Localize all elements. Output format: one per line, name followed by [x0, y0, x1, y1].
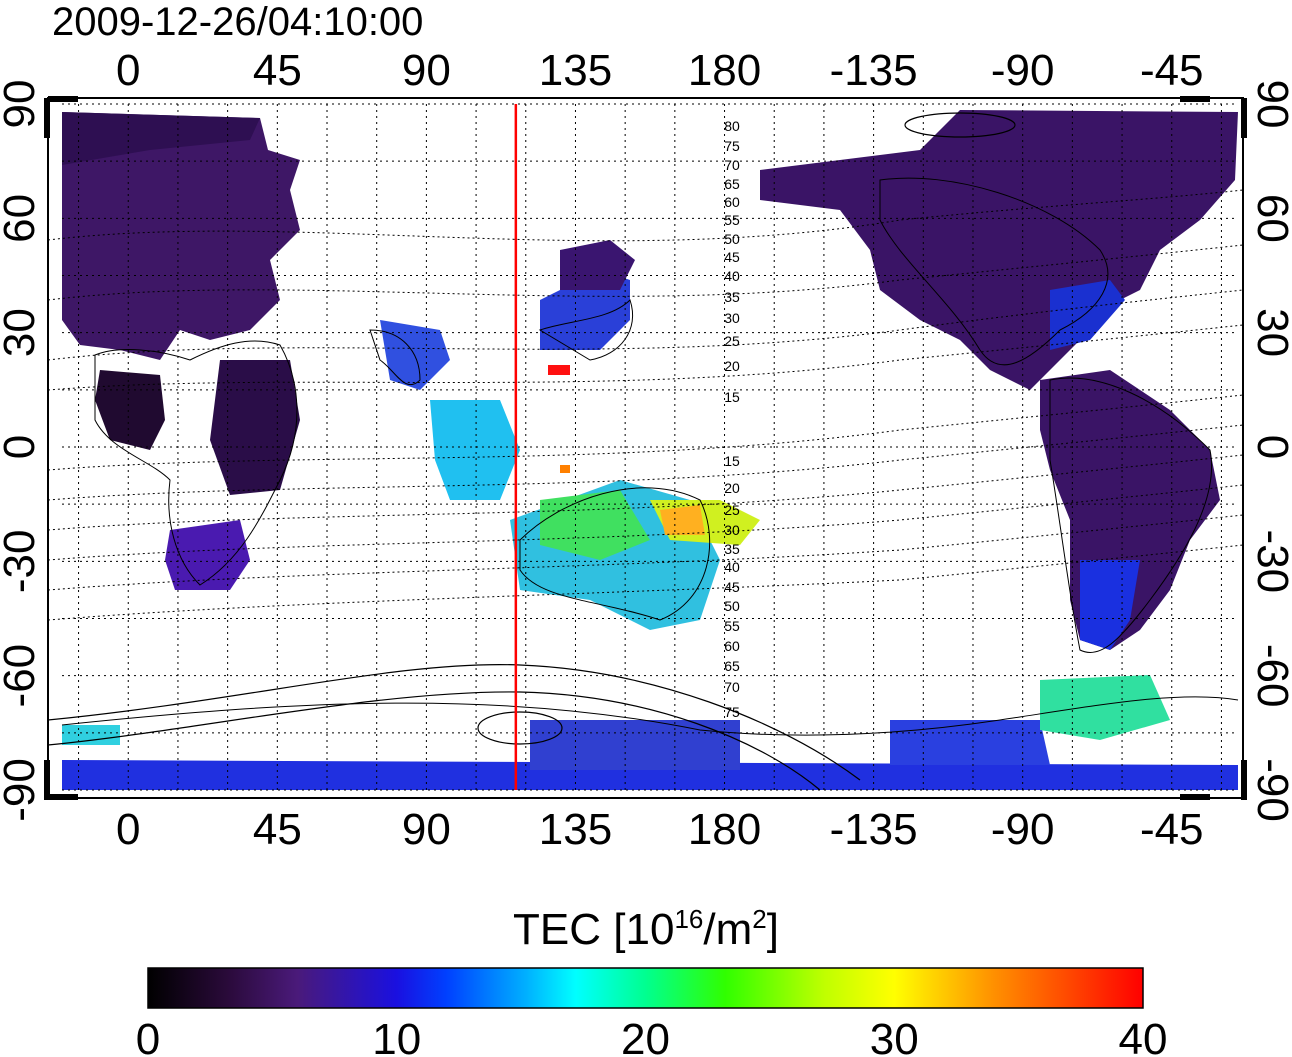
left-lat-tick-label: -30	[0, 530, 44, 594]
contour-label: 50	[724, 598, 740, 614]
bottom-lon-tick-label: 180	[688, 805, 761, 854]
tec-region-patagonia-blue	[1080, 560, 1140, 650]
tec-region-australia-orange	[660, 505, 705, 535]
top-lon-tick-label: 180	[688, 46, 761, 95]
colorbar-tick-labels: 0 10 20 30 40	[136, 1015, 1168, 1057]
right-lat-tick-label: 30	[1248, 308, 1292, 357]
colorbar-title: TEC [1016/m2]	[513, 904, 779, 954]
left-lat-tick-label: 60	[0, 194, 44, 243]
contour-label: 15	[724, 453, 740, 469]
right-lat-tick-label: -90	[1248, 758, 1292, 822]
contour-label: 60	[724, 638, 740, 654]
top-lon-tick-label: -135	[830, 46, 918, 95]
tec-hotspot-red	[548, 365, 570, 375]
contour-label: 15	[724, 389, 740, 405]
contour-label: 35	[724, 541, 740, 557]
contour-label: 25	[724, 502, 740, 518]
contour-label: 35	[724, 289, 740, 305]
solid-contours	[47, 112, 1016, 791]
contour-labels-north: 80 75 70 65 60 55 50 45 40 35 30 25 20 15	[724, 118, 740, 405]
contour-label: 75	[724, 704, 740, 720]
tec-region-us-east-blue	[1050, 280, 1125, 350]
tec-region-south-indian-cyan	[62, 725, 120, 745]
contour-label: 55	[724, 212, 740, 228]
tec-region-australia-green	[540, 490, 650, 560]
tec-region-south-africa	[165, 520, 250, 590]
colorbar-tick-label: 20	[621, 1015, 670, 1057]
top-lon-tick-label: 135	[539, 46, 612, 95]
left-lat-tick-label: 90	[0, 80, 44, 129]
tec-region-europe	[62, 112, 300, 360]
top-lon-tick-label: 45	[253, 46, 302, 95]
right-latitude-tick-labels: 90 60 30 0 -30 -60 -90	[1248, 80, 1292, 822]
bottom-lon-tick-label: 135	[539, 805, 612, 854]
contour-label: 45	[724, 249, 740, 265]
contour-label: 40	[724, 559, 740, 575]
contour-label: 25	[724, 333, 740, 349]
contour-label: 65	[724, 176, 740, 192]
timestamp-title: 2009-12-26/04:10:00	[52, 0, 423, 44]
bottom-lon-tick-label: -45	[1140, 805, 1204, 854]
tec-region-north-asia	[62, 112, 260, 165]
contour-label: 30	[724, 310, 740, 326]
map-grid	[62, 103, 1238, 791]
contour-label: 45	[724, 579, 740, 595]
top-longitude-tick-labels: 0 45 90 135 180 -135 -90 -45	[116, 46, 1204, 95]
colorbar-tick-label: 40	[1119, 1015, 1168, 1057]
right-lat-tick-label: -30	[1248, 530, 1292, 594]
magnetic-contours	[47, 189, 1244, 621]
bottom-longitude-tick-labels: 0 45 90 135 180 -135 -90 -45	[116, 805, 1204, 854]
top-lon-tick-label: 0	[116, 46, 140, 95]
contour-label: 75	[724, 138, 740, 154]
top-lon-tick-label: 90	[402, 46, 451, 95]
tec-region-china-purple	[560, 240, 635, 290]
top-lon-tick-label: -90	[991, 46, 1055, 95]
contour-labels-south: 15 20 25 30 35 40 45 50 55 60 65 70 75	[724, 453, 740, 720]
top-lon-tick-label: -45	[1140, 46, 1204, 95]
left-lat-tick-label: 0	[0, 435, 44, 459]
bottom-lon-tick-label: -135	[830, 805, 918, 854]
contour-label: 70	[724, 679, 740, 695]
contour-label: 80	[724, 118, 740, 134]
colorbar-tick-label: 0	[136, 1015, 160, 1057]
contour-label: 65	[724, 658, 740, 674]
contour-label: 40	[724, 268, 740, 284]
colorbar-tick-label: 10	[372, 1015, 421, 1057]
frame-tick-bars	[44, 96, 1247, 800]
bottom-lon-tick-label: 90	[402, 805, 451, 854]
bottom-lon-tick-label: 0	[116, 805, 140, 854]
map-plot-area: 80 75 70 65 60 55 50 45 40 35 30 25 20 15 15 20 25 30 35 4…	[44, 96, 1247, 800]
right-lat-tick-label: -60	[1248, 644, 1292, 708]
right-lat-tick-label: 90	[1248, 80, 1292, 129]
tec-region-indonesia-cyan	[430, 400, 520, 500]
right-lat-tick-label: 60	[1248, 194, 1292, 243]
bottom-lon-tick-label: 45	[253, 805, 302, 854]
contour-label: 20	[724, 480, 740, 496]
contour-label: 30	[724, 522, 740, 538]
right-lat-tick-label: 0	[1248, 435, 1292, 459]
contour-label: 55	[724, 618, 740, 634]
contour-label: 50	[724, 231, 740, 247]
left-latitude-tick-labels: 90 60 30 0 -30 -60 -90	[0, 80, 44, 822]
coastlines	[61, 177, 1239, 736]
left-lat-tick-label: -60	[0, 644, 44, 708]
tec-region-antarctica	[62, 760, 1238, 790]
colorbar-gradient	[147, 967, 1144, 1009]
left-lat-tick-label: -90	[0, 758, 44, 822]
contour-label: 70	[724, 157, 740, 173]
left-lat-tick-label: 30	[0, 308, 44, 357]
colorbar: TEC [1016/m2] 0 10 20 30 40	[136, 904, 1168, 1057]
bottom-lon-tick-label: -90	[991, 805, 1055, 854]
contour-label: 60	[724, 194, 740, 210]
colorbar-tick-label: 30	[870, 1015, 919, 1057]
tec-hotspot-orange	[560, 465, 570, 473]
tec-region-antarctica-west	[890, 720, 1050, 765]
contour-label: 20	[724, 358, 740, 374]
